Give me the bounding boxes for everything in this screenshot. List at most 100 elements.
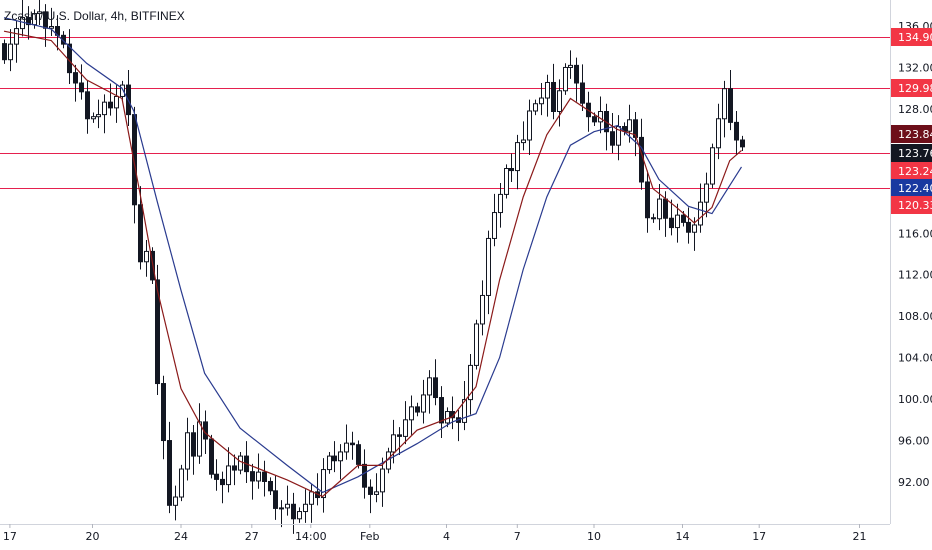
candle: [250, 463, 255, 500]
candle: [380, 457, 385, 507]
candle: [580, 64, 585, 111]
candle: [26, 6, 31, 40]
time-tick: 21: [853, 530, 867, 543]
time-tick: 14: [676, 530, 690, 543]
time-tick: 24: [174, 530, 188, 543]
candle: [49, 7, 54, 37]
candle: [545, 74, 550, 117]
ma-fast-line: [3, 30, 742, 498]
candle: [185, 417, 190, 481]
price-axis[interactable]: 136.00132.00128.00124.00116.00112.00108.…: [898, 20, 932, 489]
candle: [2, 39, 7, 64]
candle: [456, 409, 461, 442]
price-tick: 132.00: [898, 61, 932, 74]
time-tick: 17: [3, 530, 17, 543]
time-tick: 14:00: [295, 530, 327, 543]
candle: [710, 143, 715, 189]
candle: [114, 85, 119, 123]
candle: [220, 471, 225, 504]
candle: [173, 485, 178, 521]
candle: [427, 370, 432, 414]
candle: [722, 80, 727, 138]
candle: [450, 396, 455, 430]
candle: [362, 449, 367, 499]
candle: [91, 112, 96, 123]
candle: [374, 473, 379, 503]
price-tick: 96.00: [898, 435, 930, 448]
candle: [563, 63, 568, 95]
candle: [415, 402, 420, 417]
candle: [191, 425, 196, 475]
candle: [327, 451, 332, 474]
svg-text:123.84: 123.84: [898, 128, 932, 141]
candle: [474, 319, 479, 370]
candle: [509, 153, 514, 182]
candle: [574, 57, 579, 102]
candle: [728, 70, 733, 131]
candle: [521, 121, 526, 151]
price-tick: 92.00: [898, 476, 930, 489]
candle: [515, 134, 520, 190]
candle: [598, 96, 603, 134]
chart-title: Zcash / U.S. Dollar, 4h, BITFINEX: [4, 9, 185, 23]
candle: [256, 453, 261, 489]
candle: [704, 172, 709, 218]
candle: [716, 103, 721, 160]
candle: [533, 99, 538, 116]
candle: [651, 213, 656, 223]
svg-text:129.98: 129.98: [898, 82, 932, 95]
candle: [350, 431, 355, 460]
candle: [179, 464, 184, 502]
candle: [645, 170, 650, 233]
candle: [85, 80, 90, 134]
candle: [356, 440, 361, 469]
time-axis[interactable]: 17 20 24 27 14:00 Feb 4 7 10 14 17 21: [3, 524, 867, 543]
candle: [734, 110, 739, 156]
candle: [138, 186, 143, 270]
candle: [102, 94, 107, 134]
candle: [279, 500, 284, 528]
candle: [96, 99, 101, 129]
candle: [433, 359, 438, 406]
candle: [698, 183, 703, 233]
time-tick: Feb: [360, 530, 379, 543]
candle: [675, 203, 680, 243]
candle: [297, 507, 302, 523]
candle: [291, 492, 296, 534]
candle: [498, 183, 503, 228]
candle: [610, 113, 615, 153]
price-tick: 128.00: [898, 103, 932, 116]
candle: [468, 354, 473, 415]
candle: [309, 484, 314, 523]
svg-text:120.33: 120.33: [898, 199, 932, 212]
candle: [262, 460, 267, 497]
candle: [238, 451, 243, 475]
svg-text:123.24: 123.24: [898, 165, 932, 178]
price-tag: 134.90: [891, 28, 932, 46]
candle: [79, 64, 84, 100]
candle: [161, 375, 166, 460]
candle: [604, 103, 609, 151]
candle: [368, 479, 373, 514]
candle: [232, 454, 237, 486]
price-tick: 104.00: [898, 352, 932, 365]
time-tick: 7: [514, 530, 521, 543]
candle: [686, 207, 691, 244]
candle: [527, 99, 532, 156]
time-tick: 10: [587, 530, 601, 543]
price-tick: 116.00: [898, 227, 932, 240]
candle: [740, 135, 745, 151]
candle: [155, 264, 160, 395]
candle: [421, 379, 426, 424]
candle: [321, 458, 326, 513]
candle: [409, 395, 414, 435]
candle: [226, 447, 231, 493]
candle: [37, 0, 42, 25]
candle: [462, 380, 467, 431]
price-tag: 123.84: [891, 125, 932, 143]
price-tag: 129.98: [891, 79, 932, 97]
candle: [120, 80, 125, 101]
candle: [285, 485, 290, 516]
price-tag: 123.76: [891, 144, 932, 162]
